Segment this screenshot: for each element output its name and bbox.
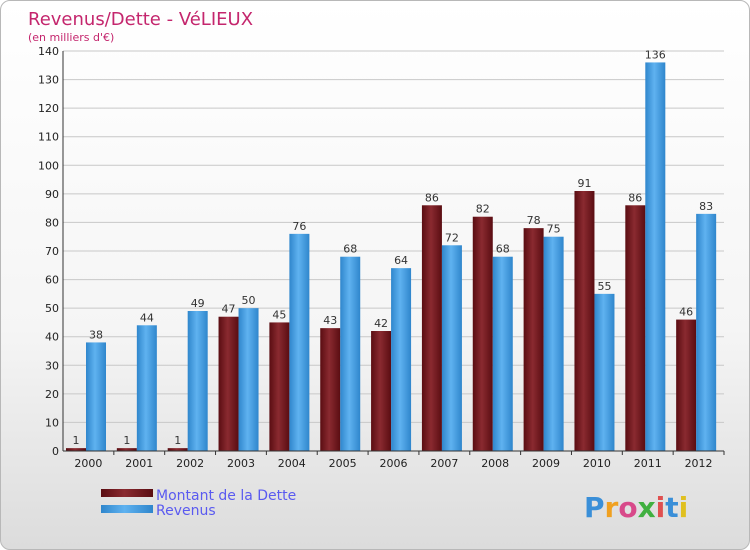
bar-dette [320,328,341,451]
value-label-revenus: 72 [445,231,459,244]
bar-revenus [594,293,615,451]
x-tick-label: 2011 [634,457,662,470]
axis-layer: 0 10 20 30 40 50 60 70 80 90 100 110 120 130 140 2000 20… [38,45,725,470]
bar-revenus [340,256,361,451]
y-tick-label: 20 [45,388,59,401]
bar-revenus [187,311,208,451]
value-label-revenus: 76 [292,220,306,233]
value-label-revenus: 64 [394,254,408,267]
legend-swatch-revenus [101,505,153,513]
value-label-dette: 43 [323,314,337,327]
logo-letter: t [665,491,678,524]
bar-revenus [289,233,310,451]
x-tick-label: 2004 [278,457,306,470]
bars-layer: 1 38 1 44 1 49 47 50 45 76 43 68 42 64 86 72 82 68 78 75 91 5… [66,48,717,452]
logo-letter: i [656,491,666,524]
bar-dette [116,448,137,451]
bar-dette [625,205,646,451]
x-tick-label: 2007 [430,457,458,470]
logo-letter: o [618,491,637,524]
bar-revenus [391,268,412,451]
bar-dette [421,205,442,451]
value-label-revenus: 68 [496,243,510,256]
bar-revenus [696,213,717,451]
y-tick-label: 110 [38,131,59,144]
value-label-revenus: 75 [547,223,561,236]
value-label-dette: 46 [679,306,693,319]
bar-dette [472,216,493,451]
chart-title: Revenus/Dette - VéLIEUX [28,9,253,30]
bar-dette [269,322,290,451]
x-tick-label: 2003 [227,457,255,470]
proxiti-logo: Proxiti [584,491,688,524]
value-label-dette: 78 [527,214,541,227]
value-label-dette: 45 [272,308,286,321]
bar-dette [371,331,392,451]
y-tick-label: 140 [38,45,59,58]
y-tick-label: 40 [45,331,59,344]
bar-revenus [136,325,157,451]
bar-revenus [238,308,259,451]
value-label-dette: 91 [577,177,591,190]
legend-label-revenus: Revenus [156,503,216,519]
logo-letter: r [605,491,619,524]
y-tick-label: 90 [45,188,59,201]
value-label-revenus: 136 [645,48,666,61]
x-tick-label: 2010 [583,457,611,470]
value-label-dette: 1 [123,434,130,447]
y-tick-label: 100 [38,159,59,172]
y-tick-label: 120 [38,102,59,115]
value-label-dette: 1 [73,434,80,447]
value-label-dette: 47 [222,303,236,316]
logo-letter: x [638,491,656,524]
bar-dette [523,228,544,451]
bar-revenus [543,236,564,451]
bar-revenus [492,256,513,451]
bar-dette [676,319,697,451]
value-label-dette: 82 [476,203,490,216]
bar-dette [218,316,239,451]
value-label-dette: 42 [374,317,388,330]
value-label-dette: 86 [628,191,642,204]
y-tick-label: 60 [45,274,59,287]
y-tick-label: 10 [45,416,59,429]
value-label-revenus: 55 [597,280,611,293]
y-tick-label: 70 [45,245,59,258]
y-tick-label: 50 [45,302,59,315]
bar-revenus [86,342,106,451]
bar-dette [574,191,595,451]
value-label-revenus: 68 [343,243,357,256]
legend-label-dette: Montant de la Dette [156,488,296,504]
value-label-revenus: 44 [140,311,154,324]
y-tick-label: 0 [52,445,59,458]
y-tick-label: 130 [38,74,59,87]
x-tick-label: 2001 [125,457,153,470]
x-tick-label: 2008 [481,457,509,470]
bar-revenus [645,62,666,452]
y-tick-label: 30 [45,359,59,372]
legend-swatch-dette [101,489,153,497]
y-tick-label: 80 [45,216,59,229]
x-tick-label: 2012 [685,457,713,470]
logo-letter: P [584,491,605,524]
x-tick-label: 2009 [532,457,560,470]
bar-dette [167,448,188,451]
value-label-revenus: 49 [191,297,205,310]
x-tick-label: 2000 [74,457,102,470]
value-label-dette: 86 [425,191,439,204]
value-label-revenus: 38 [89,328,103,341]
value-label-revenus: 50 [242,294,256,307]
x-tick-label: 2005 [329,457,357,470]
bar-dette [66,448,86,451]
x-tick-label: 2002 [176,457,204,470]
logo-letter: i [679,491,689,524]
value-label-dette: 1 [174,434,181,447]
value-label-revenus: 83 [699,200,713,213]
chart-subtitle: (en milliers d'€) [28,31,114,44]
x-tick-label: 2006 [380,457,408,470]
legend: Montant de la Dette Revenus [101,488,296,519]
bar-revenus [441,245,462,451]
